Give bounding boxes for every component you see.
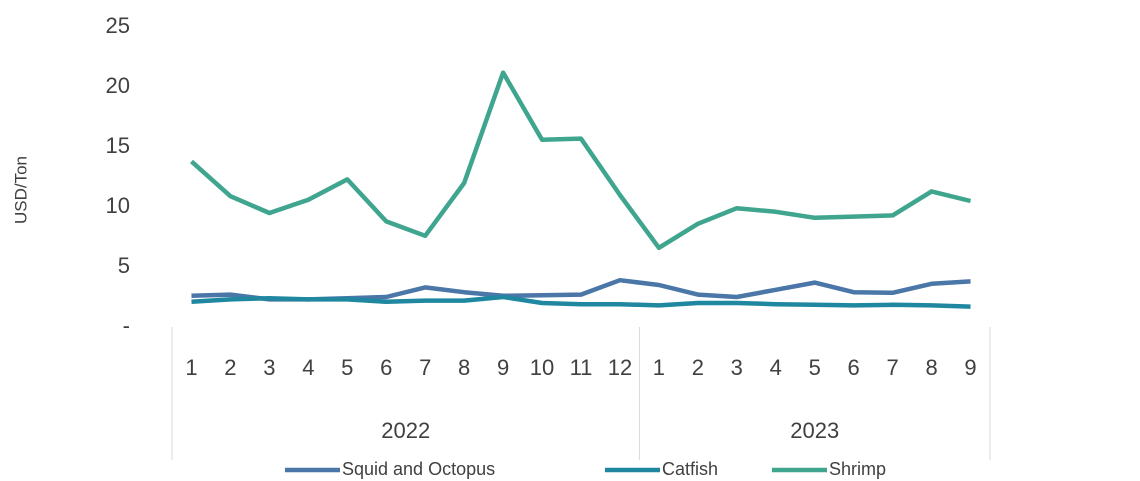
x-tick-label: 5 [341,355,353,380]
series-line [191,277,971,302]
x-tick-label: 9 [497,355,509,380]
y-tick-label: 10 [106,193,130,218]
series-line [191,294,971,309]
group-label: 2022 [381,418,430,443]
x-tick-label: 4 [770,355,782,380]
series-line [189,70,972,251]
y-tick-label: 25 [106,13,130,38]
x-tick-label: 7 [886,355,898,380]
x-tick-label: 6 [380,355,392,380]
x-tick-label: 3 [263,355,275,380]
x-tick-label: 4 [302,355,314,380]
y-tick-label: 15 [106,133,130,158]
x-tick-label: 2 [692,355,704,380]
y-axis-title: USD/Ton [11,156,30,224]
x-tick-label: 10 [530,355,554,380]
x-tick-label: 8 [458,355,470,380]
x-tick-label: 1 [653,355,665,380]
legend-label: Squid and Octopus [342,459,495,479]
x-tick-label: 6 [848,355,860,380]
x-tick-label: 3 [731,355,743,380]
y-tick-label: 5 [118,253,130,278]
group-label: 2023 [790,418,839,443]
x-tick-label: 5 [809,355,821,380]
legend-label: Shrimp [829,459,886,479]
x-tick-label: 7 [419,355,431,380]
x-tick-label: 8 [925,355,937,380]
y-tick-label: 20 [106,73,130,98]
legend-label: Catfish [662,459,718,479]
x-tick-label: 12 [608,355,632,380]
x-tick-label: 11 [570,355,593,380]
x-tick-label: 9 [964,355,976,380]
x-tick-label: 1 [185,355,197,380]
y-tick-label: - [123,313,130,338]
x-tick-label: 2 [224,355,236,380]
